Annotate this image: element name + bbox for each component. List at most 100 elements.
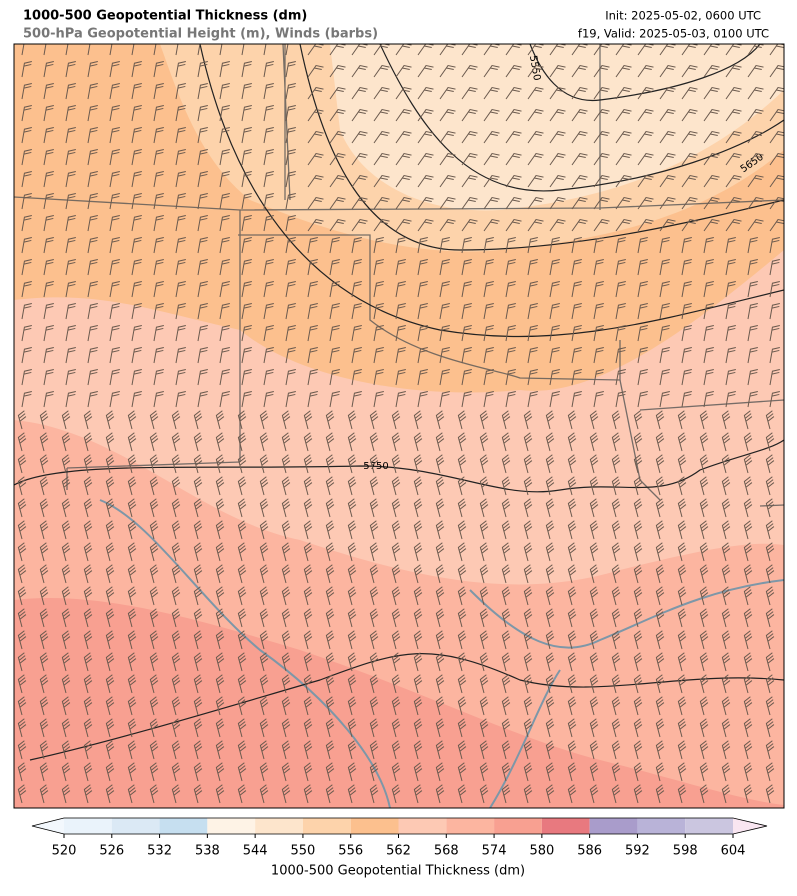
- wind-barb: [329, 236, 340, 254]
- wind-barb: [523, 432, 533, 452]
- wind-barb: [747, 174, 764, 188]
- wind-barb: [197, 44, 208, 56]
- wind-barb: [549, 236, 560, 254]
- wind-barb: [479, 498, 489, 518]
- wind-barb: [725, 302, 736, 320]
- wind-barb: [61, 608, 71, 628]
- wind-barb: [457, 476, 467, 496]
- wind-barb: [655, 718, 665, 738]
- wind-barb: [281, 454, 291, 474]
- wind-barb: [571, 236, 582, 254]
- wind-barb: [43, 258, 54, 276]
- wind-barb: [395, 324, 406, 342]
- wind-barb: [747, 196, 764, 210]
- wind-barb: [699, 520, 709, 540]
- wind-barb: [747, 368, 758, 386]
- wind-barb: [677, 498, 687, 518]
- wind-barb: [351, 86, 368, 100]
- wind-barb: [43, 346, 54, 364]
- wind-barb: [505, 130, 522, 144]
- wind-barb: [83, 740, 93, 760]
- wind-barb: [285, 368, 296, 386]
- wind-barb: [149, 674, 159, 694]
- wind-barb: [215, 586, 225, 606]
- wind-barb: [747, 108, 764, 122]
- wind-barb: [325, 674, 335, 694]
- wind-barb: [699, 564, 709, 584]
- wind-barb: [417, 258, 428, 276]
- wind-barb: [769, 324, 780, 342]
- wind-barb: [655, 520, 665, 540]
- wind-barb: [549, 174, 566, 188]
- wind-barb: [149, 586, 159, 606]
- colorbar-segment: [589, 818, 638, 834]
- wind-barb: [505, 152, 522, 166]
- wind-barb: [219, 60, 230, 78]
- wind-barb: [39, 476, 49, 496]
- wind-barb: [109, 236, 120, 254]
- colorbar-segment: [302, 818, 351, 834]
- wind-barb: [21, 258, 32, 276]
- wind-barb: [677, 520, 687, 540]
- wind-barb: [373, 196, 390, 210]
- wind-barb: [171, 718, 181, 738]
- wind-barb: [725, 44, 742, 56]
- wind-barb: [659, 324, 670, 342]
- wind-barb: [303, 476, 313, 496]
- colorbar: 520 526 532 538 544 550 556 562 568 574 580 586 592 5…: [31, 817, 768, 859]
- wind-barb: [457, 608, 467, 628]
- wind-barb: [413, 718, 423, 738]
- wind-barb: [391, 498, 401, 518]
- wind-barb: [175, 192, 186, 210]
- wind-barb: [105, 674, 115, 694]
- wind-barb: [501, 432, 511, 452]
- wind-barb: [325, 454, 335, 474]
- wind-barb: [435, 410, 445, 430]
- wind-barb: [197, 82, 208, 100]
- wind-barb: [373, 152, 390, 166]
- wind-barb: [351, 324, 362, 342]
- wind-barb: [215, 718, 225, 738]
- wind-barb: [87, 346, 98, 364]
- wind-barb: [281, 652, 291, 672]
- wind-barb: [61, 564, 71, 584]
- wind-barb: [703, 390, 714, 408]
- wind-barb: [545, 410, 555, 430]
- wind-barb: [637, 218, 654, 232]
- wind-barb: [681, 218, 698, 232]
- wind-barb: [417, 390, 428, 408]
- wind-barb: [105, 432, 115, 452]
- wind-barb: [263, 104, 274, 122]
- colorbar-tick-label: 544: [243, 844, 268, 859]
- wind-barb: [259, 784, 269, 804]
- wind-barb: [699, 762, 709, 782]
- wind-barb: [523, 674, 533, 694]
- wind-barb: [43, 324, 54, 342]
- wind-barb: [435, 454, 445, 474]
- wind-barb: [571, 390, 582, 408]
- wind-barb: [391, 674, 401, 694]
- wind-barb: [523, 454, 533, 474]
- wind-barb: [483, 218, 500, 232]
- wind-barb: [329, 152, 346, 166]
- wind-barb: [699, 696, 709, 716]
- wind-barb: [549, 44, 566, 56]
- wind-barb: [743, 652, 753, 672]
- wind-barb: [545, 586, 555, 606]
- wind-barb: [21, 44, 32, 56]
- wind-barb: [545, 454, 555, 474]
- wind-barb: [87, 170, 98, 188]
- wind-barb: [743, 564, 753, 584]
- wind-barb: [677, 454, 687, 474]
- wind-barb: [105, 564, 115, 584]
- wind-barb: [237, 762, 247, 782]
- wind-barb: [149, 652, 159, 672]
- wind-barb: [153, 214, 164, 232]
- wind-barb: [615, 196, 632, 210]
- wind-barb: [417, 346, 428, 364]
- wind-barb: [219, 126, 230, 144]
- map: 5550 5650 5750: [13, 43, 785, 809]
- wind-barb: [303, 454, 313, 474]
- wind-barb: [589, 476, 599, 496]
- wind-barb: [589, 696, 599, 716]
